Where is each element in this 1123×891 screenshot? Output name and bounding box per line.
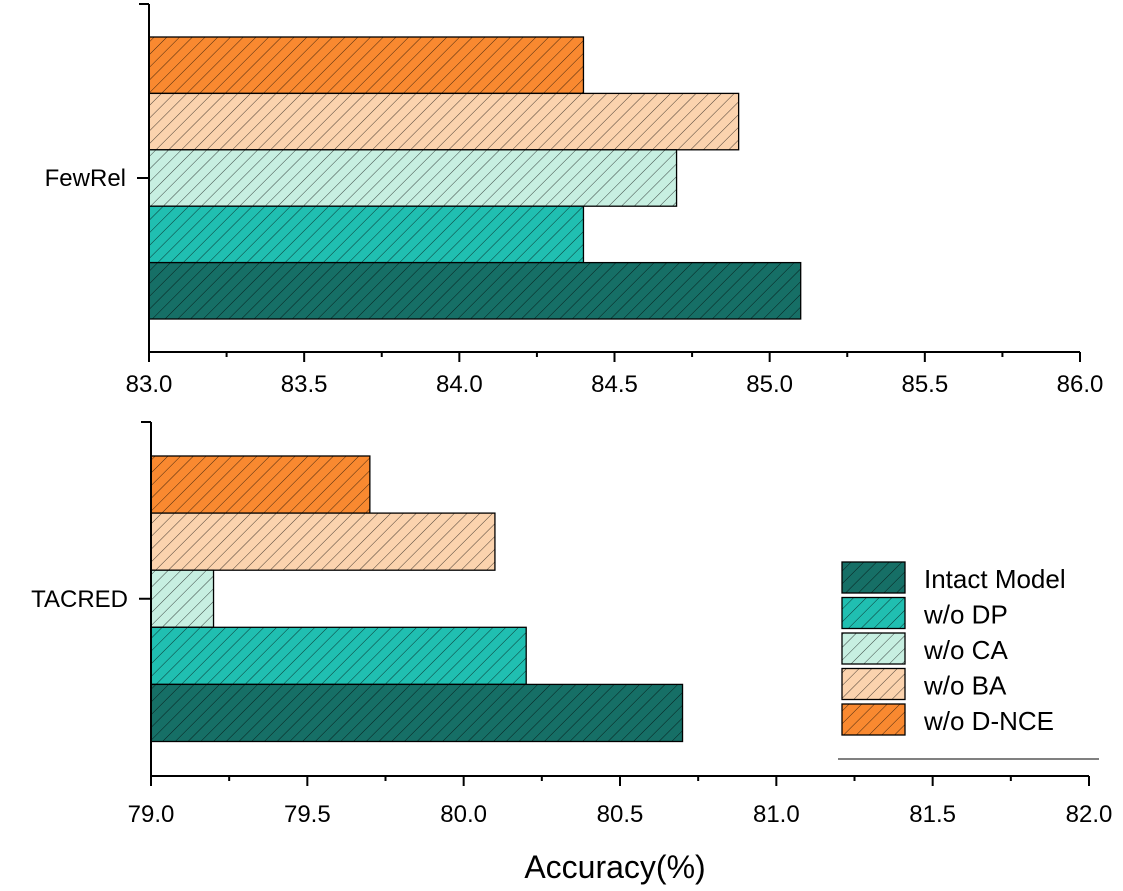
tacred-x-tick-label: 79.0 bbox=[128, 801, 175, 828]
fewrel-x-tick-label: 86.0 bbox=[1057, 371, 1104, 398]
tacred-category-label: TACRED bbox=[31, 586, 128, 613]
legend: Intact Model w/o DP w/o CA w/o BA w/o D-NCE bbox=[838, 561, 1099, 760]
fewrel-bar-outline bbox=[148, 149, 678, 207]
tacred-bar-w-o-ba bbox=[150, 512, 496, 571]
fewrel-bar-outline bbox=[148, 92, 740, 151]
fewrel-bar-outline bbox=[148, 261, 802, 320]
legend-item-w-o-ba: w/o BA bbox=[841, 667, 1007, 701]
tacred-bar-outline bbox=[150, 569, 215, 628]
chart-panels: FewRel 83.0 83.5 84.0 84.5 85.0 85.5 86.0 TACRED… bbox=[31, 3, 1113, 828]
tacred-x-tick-label: 79.5 bbox=[284, 801, 331, 828]
tacred-x-tick-label: 81.0 bbox=[753, 801, 800, 828]
tacred-x-tick-label: 80.5 bbox=[597, 801, 644, 828]
tacred-bar-outline bbox=[150, 626, 527, 686]
fewrel-x-tick-label: 84.0 bbox=[436, 371, 483, 398]
fewrel-x-tick-label: 85.0 bbox=[746, 371, 793, 398]
legend-swatch bbox=[841, 561, 906, 594]
tacred-x-tick-label: 81.5 bbox=[909, 801, 956, 828]
tacred-bar-intact-model bbox=[150, 683, 684, 743]
fewrel-bar-w-o-ca bbox=[148, 149, 678, 207]
legend-label: w/o BA bbox=[923, 671, 1007, 701]
tacred-bar-w-o-ca bbox=[150, 569, 215, 628]
fewrel-bar-w-o-dp bbox=[148, 205, 585, 264]
legend-item-w-o-dp: w/o DP bbox=[841, 596, 1008, 630]
tacred-x-tick-label: 82.0 bbox=[1066, 801, 1113, 828]
tacred-bar-outline bbox=[150, 455, 371, 514]
fewrel-bar-outline bbox=[148, 205, 585, 264]
legend-label: w/o CA bbox=[923, 635, 1008, 665]
fewrel-x-tick-label: 83.5 bbox=[281, 371, 328, 398]
fewrel-bar-w-o-d-nce bbox=[148, 36, 585, 95]
legend-swatch bbox=[841, 632, 906, 665]
x-axis-title: Accuracy(%) bbox=[524, 849, 705, 885]
legend-label: Intact Model bbox=[924, 564, 1066, 594]
fewrel-bar-w-o-ba bbox=[148, 92, 740, 151]
legend-swatch bbox=[841, 667, 906, 701]
tacred-x-tick-label: 80.0 bbox=[440, 801, 487, 828]
fewrel-panel: FewRel 83.0 83.5 84.0 84.5 85.0 85.5 86.0 bbox=[45, 3, 1104, 398]
legend-item-w-o-ca: w/o CA bbox=[841, 632, 1008, 665]
tacred-bar-w-o-dp bbox=[150, 626, 527, 686]
tacred-bar-outline bbox=[150, 683, 684, 743]
tacred-bar-outline bbox=[150, 512, 496, 571]
fewrel-bar-intact-model bbox=[148, 261, 802, 320]
legend-swatch bbox=[841, 703, 906, 736]
legend-swatch bbox=[841, 596, 906, 630]
fewrel-category-label: FewRel bbox=[45, 165, 126, 192]
tacred-panel: TACRED 79.0 79.5 80.0 80.5 81.0 81.5 82.0 bbox=[31, 421, 1113, 828]
fewrel-x-tick-label: 85.5 bbox=[901, 371, 948, 398]
legend-label: w/o D-NCE bbox=[923, 706, 1054, 736]
fewrel-x-tick-label: 83.0 bbox=[126, 371, 173, 398]
legend-item-intact-model: Intact Model bbox=[841, 561, 1066, 594]
tacred-bar-w-o-d-nce bbox=[150, 455, 371, 514]
fewrel-x-tick-label: 84.5 bbox=[591, 371, 638, 398]
legend-item-w-o-d-nce: w/o D-NCE bbox=[841, 703, 1054, 736]
fewrel-bar-outline bbox=[148, 36, 585, 95]
legend-label: w/o DP bbox=[923, 600, 1008, 630]
